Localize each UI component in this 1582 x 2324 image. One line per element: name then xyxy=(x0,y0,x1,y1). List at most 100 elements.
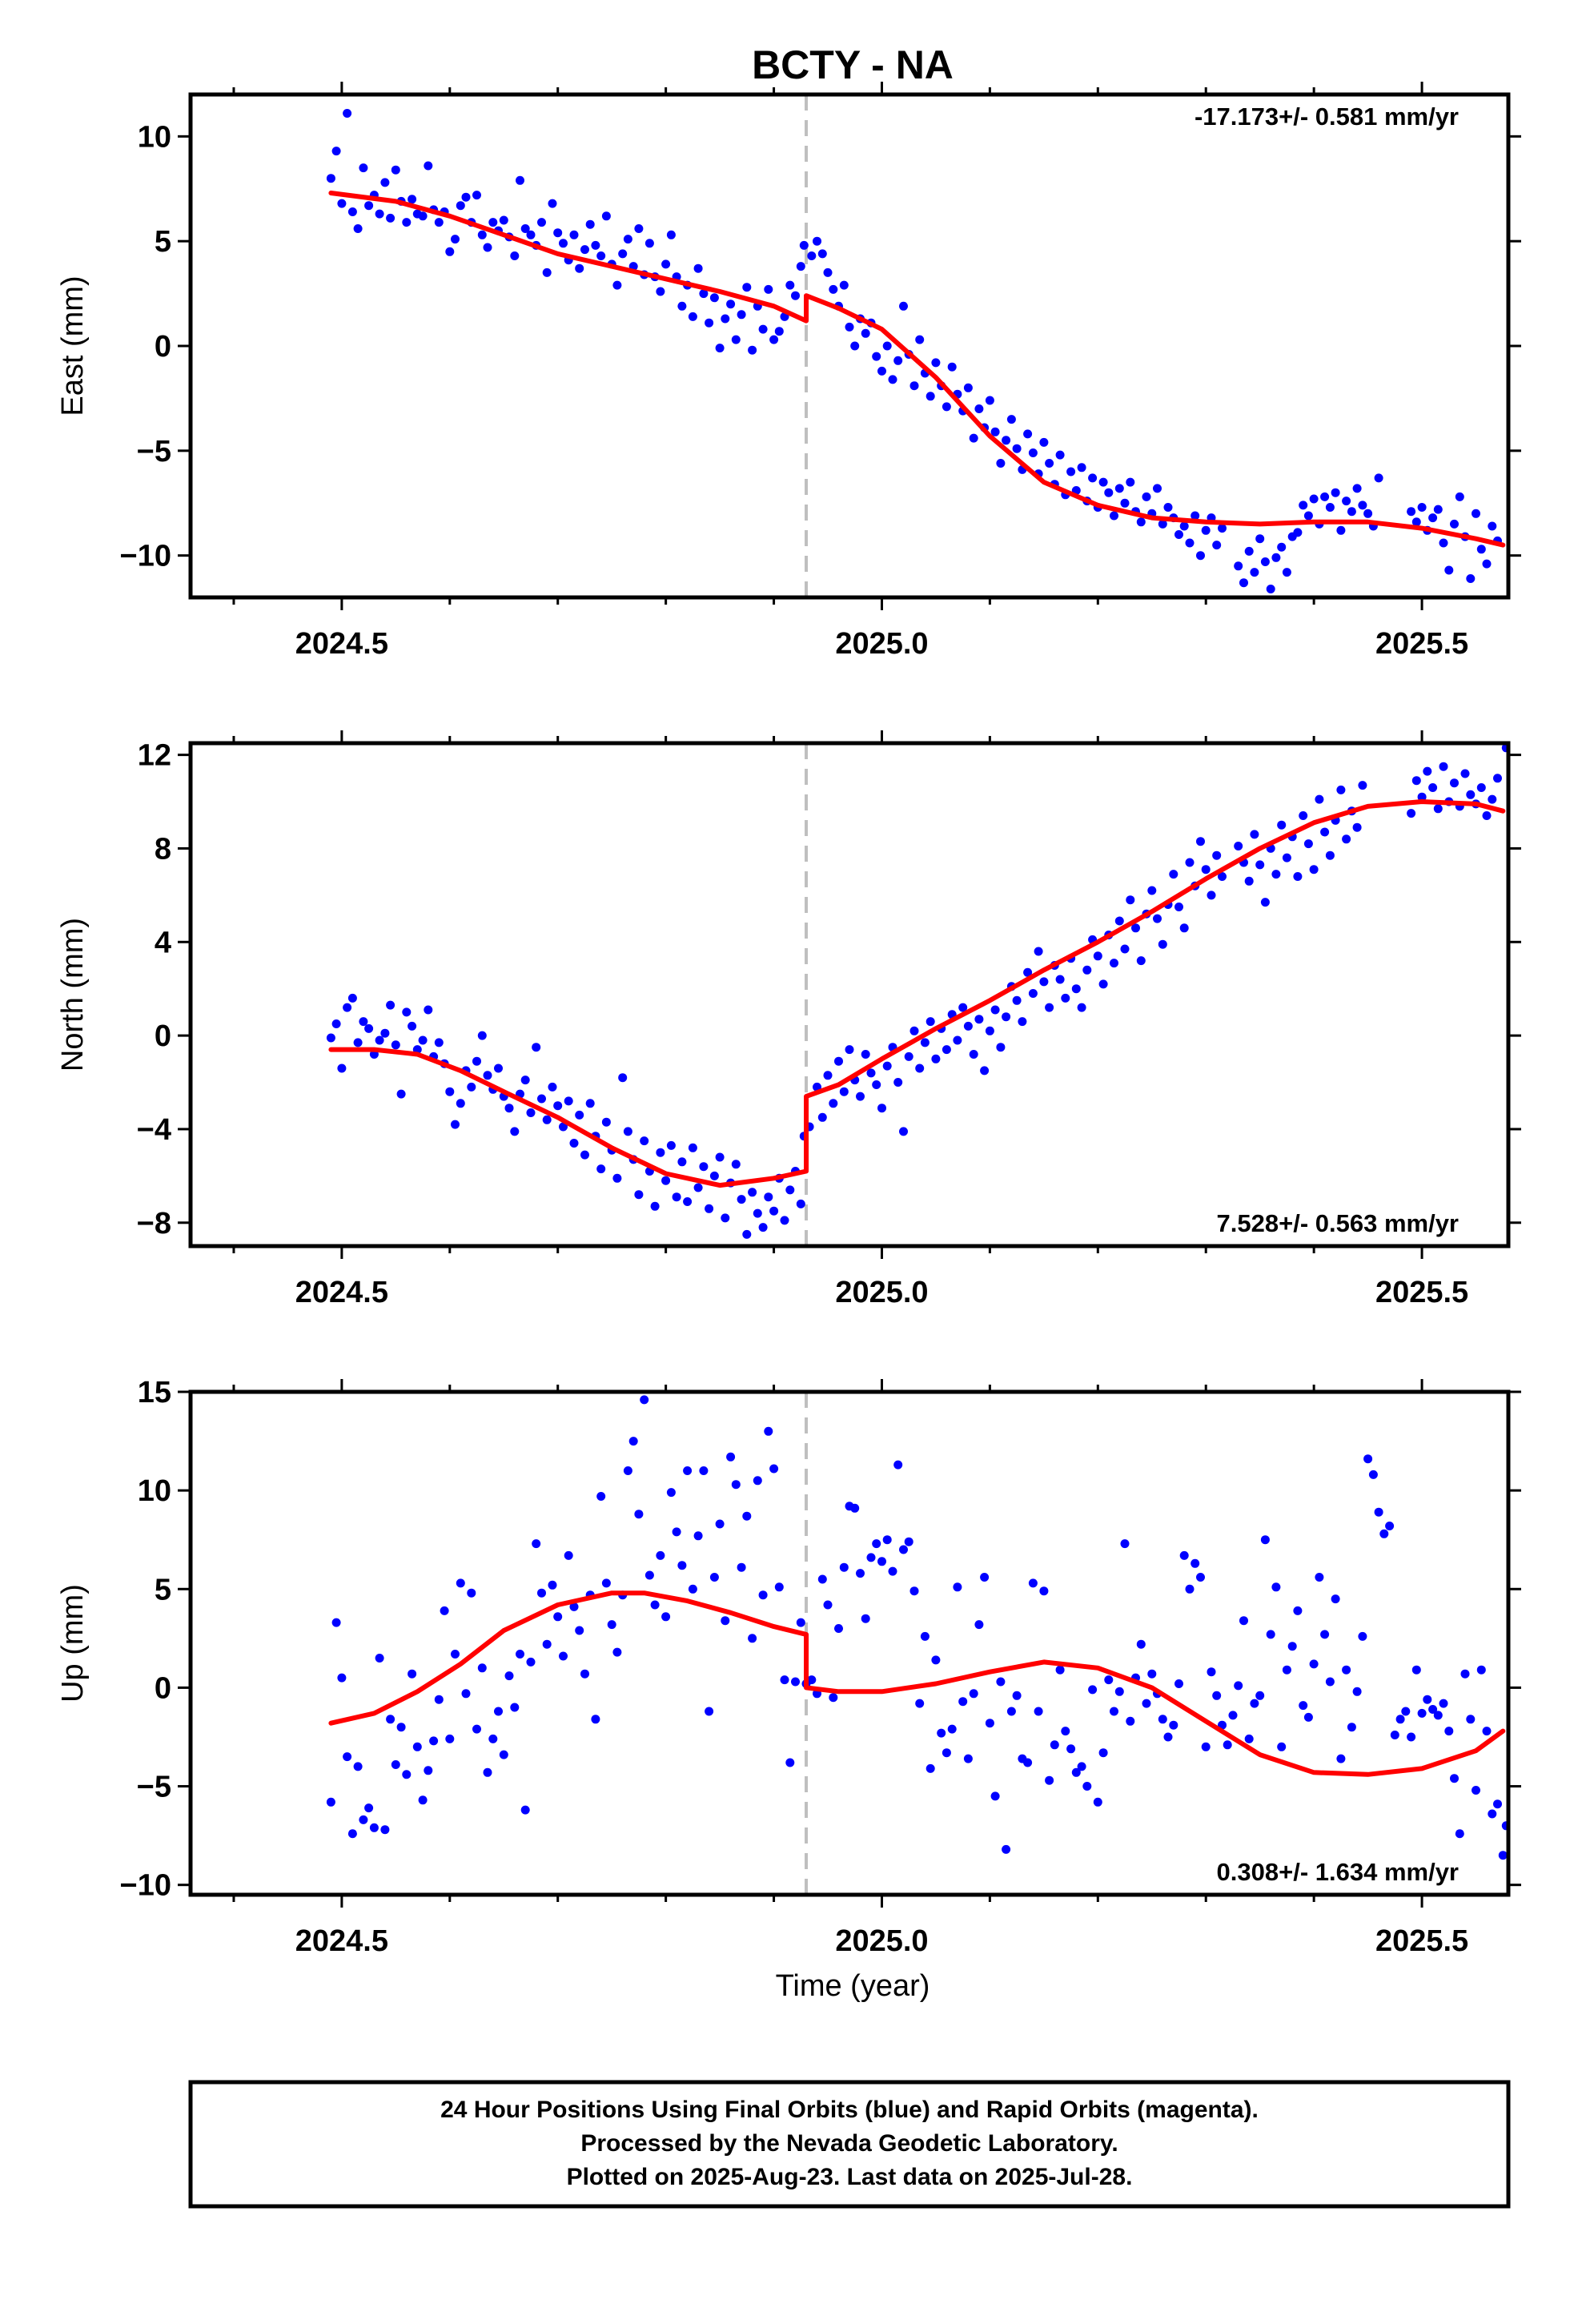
data-point xyxy=(1358,781,1367,790)
data-point xyxy=(451,1650,460,1659)
data-point xyxy=(520,1805,530,1815)
data-point xyxy=(861,1050,870,1059)
data-point xyxy=(656,1550,665,1560)
data-point xyxy=(726,300,736,309)
y-axis-label: North (mm) xyxy=(56,918,90,1072)
data-point xyxy=(1331,488,1340,497)
data-point xyxy=(612,1647,622,1657)
data-point xyxy=(375,1654,384,1663)
data-point xyxy=(1488,521,1497,531)
data-point xyxy=(796,1199,805,1208)
data-point xyxy=(996,1677,1006,1687)
data-point xyxy=(963,1021,973,1031)
data-point xyxy=(1455,492,1464,501)
data-point xyxy=(1066,1744,1076,1754)
data-point xyxy=(1002,1844,1011,1854)
data-point xyxy=(634,224,644,233)
data-point xyxy=(644,239,654,248)
data-point xyxy=(488,1734,498,1743)
data-point xyxy=(488,218,498,227)
data-point xyxy=(1185,538,1195,548)
data-point xyxy=(942,1045,951,1055)
data-point xyxy=(1153,484,1162,493)
data-point xyxy=(769,1206,779,1216)
data-point xyxy=(1423,766,1432,776)
data-point xyxy=(1303,839,1313,849)
data-point xyxy=(823,1071,833,1080)
data-point xyxy=(1476,1665,1486,1675)
data-point xyxy=(1223,1740,1232,1750)
data-point xyxy=(650,1600,660,1610)
data-point xyxy=(1034,1707,1043,1716)
data-point xyxy=(494,1063,503,1073)
data-point xyxy=(1255,860,1265,870)
data-point xyxy=(1439,538,1448,548)
data-point xyxy=(569,1139,579,1148)
data-point xyxy=(326,1797,335,1807)
data-point xyxy=(758,1590,768,1600)
data-point xyxy=(823,1600,833,1610)
data-point xyxy=(1336,1754,1346,1763)
data-point xyxy=(456,201,465,211)
data-point xyxy=(386,1000,396,1010)
data-point xyxy=(1201,865,1211,875)
data-point xyxy=(872,1539,881,1549)
data-point xyxy=(369,1823,379,1832)
y-tick-label: 0 xyxy=(155,330,171,364)
data-point xyxy=(942,402,951,412)
plot-data xyxy=(326,1392,1508,1895)
data-point xyxy=(688,1143,697,1152)
data-point xyxy=(585,1099,595,1108)
data-point xyxy=(1342,1665,1351,1675)
data-point xyxy=(1055,450,1065,460)
data-point xyxy=(769,1464,779,1474)
data-point xyxy=(1282,853,1291,862)
data-point xyxy=(434,218,444,227)
data-point xyxy=(1028,989,1038,998)
data-point xyxy=(1153,914,1162,923)
x-tick-label: 2025.0 xyxy=(835,1276,928,1309)
data-point xyxy=(1082,1782,1092,1791)
y-tick-label: −10 xyxy=(120,540,171,573)
y-tick-label: 10 xyxy=(138,1474,171,1508)
footer-box xyxy=(188,2080,1511,2209)
data-point xyxy=(618,1073,628,1083)
data-point xyxy=(1450,778,1459,788)
data-point xyxy=(353,1762,363,1771)
data-point xyxy=(391,165,400,175)
data-point xyxy=(1287,1642,1297,1651)
data-point xyxy=(1098,979,1108,989)
data-point xyxy=(1104,1675,1114,1685)
data-point xyxy=(347,1829,357,1839)
data-point xyxy=(742,1229,752,1239)
data-point xyxy=(510,1127,520,1136)
data-point xyxy=(537,218,546,227)
data-point xyxy=(963,383,973,392)
data-point xyxy=(1012,444,1022,453)
data-point xyxy=(472,191,481,200)
data-point xyxy=(461,1689,471,1699)
data-point xyxy=(1218,872,1227,881)
data-point xyxy=(1271,553,1281,562)
data-point xyxy=(893,356,903,365)
data-point xyxy=(380,1825,390,1835)
y-tick-label: 0 xyxy=(155,1671,171,1705)
data-point xyxy=(829,1099,838,1108)
data-point xyxy=(1255,534,1265,544)
data-point xyxy=(575,1626,584,1635)
data-point xyxy=(1169,870,1178,879)
data-point xyxy=(1428,513,1438,523)
data-point xyxy=(386,1715,396,1724)
data-point xyxy=(693,1183,703,1192)
data-point xyxy=(559,239,568,248)
data-point xyxy=(434,1038,444,1047)
data-point xyxy=(391,1040,400,1050)
velocity-label: 7.528+/- 0.563 mm/yr xyxy=(1217,1209,1459,1237)
data-point xyxy=(1476,545,1486,554)
data-point xyxy=(542,1115,552,1124)
model-line-post xyxy=(804,1659,1506,1777)
data-point xyxy=(709,1171,719,1180)
data-point xyxy=(1191,511,1200,521)
data-point xyxy=(1185,858,1195,867)
data-point xyxy=(364,1023,374,1033)
